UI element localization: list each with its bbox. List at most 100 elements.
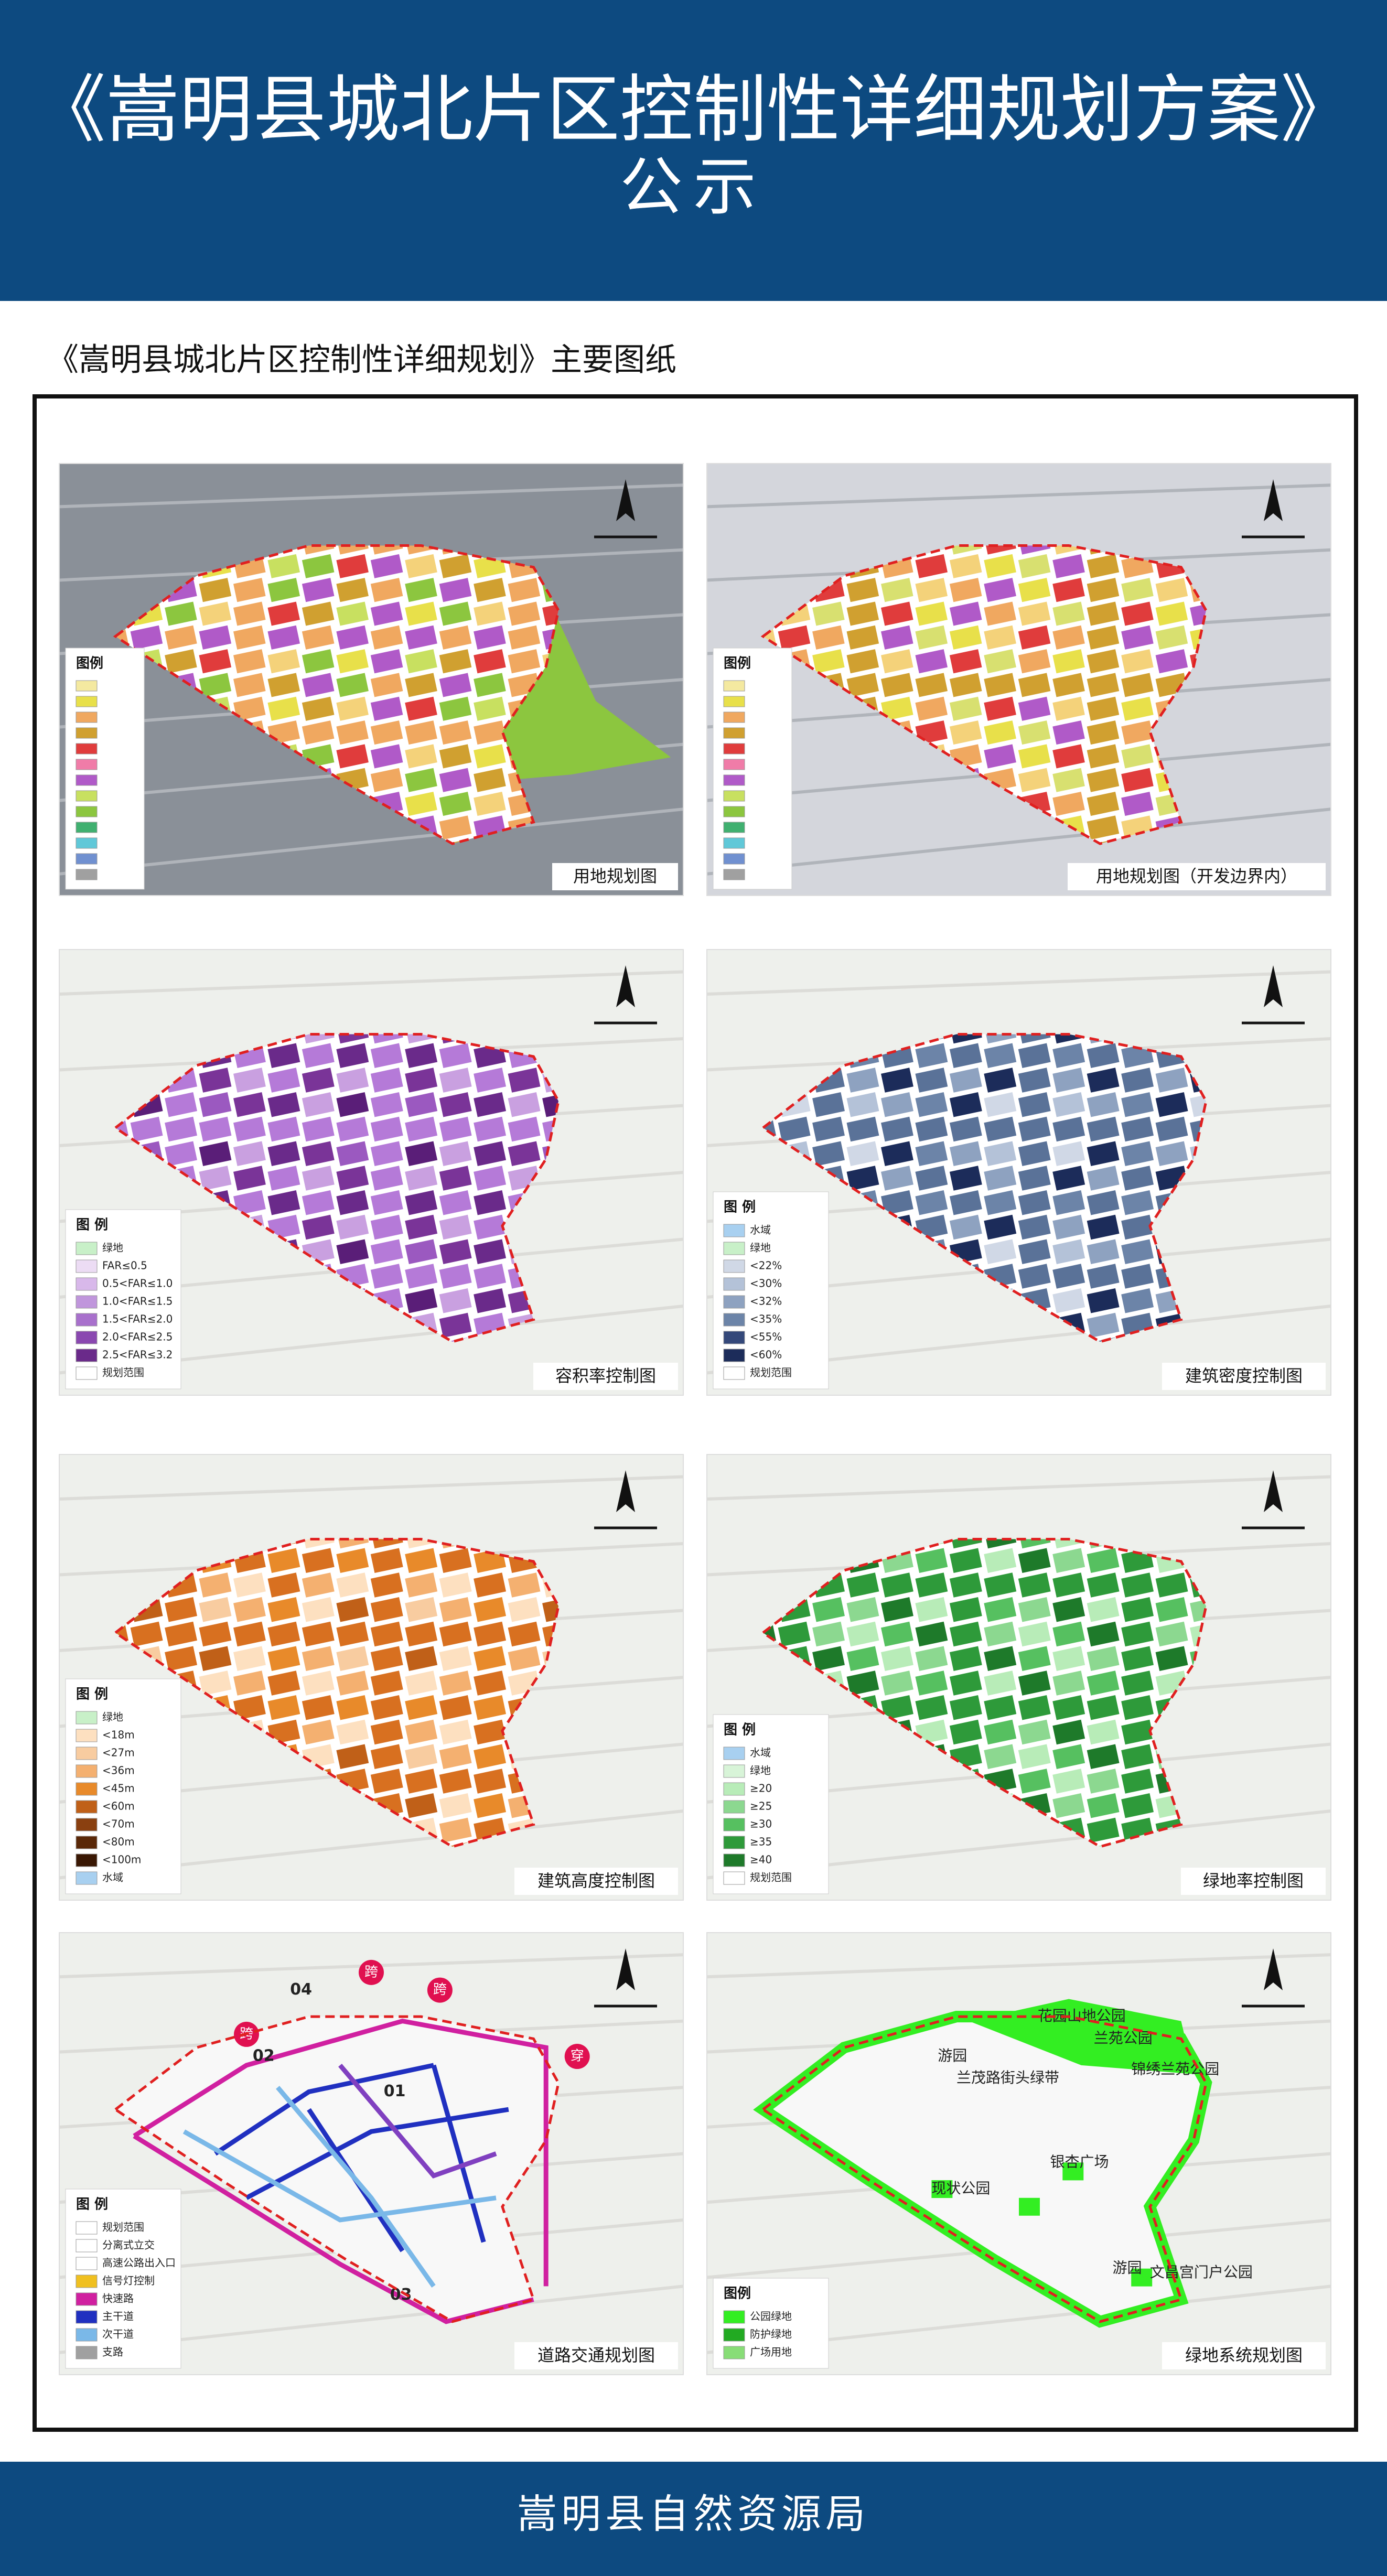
legend-swatch (76, 1764, 98, 1778)
land-block (1052, 1190, 1085, 1215)
land-block (508, 578, 541, 602)
land-block (336, 1092, 369, 1117)
land-block (336, 1043, 369, 1069)
road (214, 2063, 434, 2156)
background-road (706, 1953, 1331, 1979)
north-arrow (616, 1470, 635, 1512)
park-label: 锦绣兰苑公园 (1131, 2060, 1219, 2077)
land-block (915, 1695, 948, 1720)
land-block (846, 1670, 879, 1696)
land-block (984, 1670, 1017, 1696)
land-block (1087, 1239, 1120, 1265)
land-block (812, 1646, 845, 1672)
legend-swatch (76, 1800, 98, 1814)
land-block (1018, 1190, 1051, 1215)
land-block (1121, 1116, 1154, 1142)
land-block (1121, 1695, 1154, 1720)
land-block (233, 1068, 266, 1093)
land-block (405, 1092, 438, 1117)
land-block (302, 1621, 335, 1647)
land-block (405, 1539, 438, 1549)
legend-swatch (76, 2221, 98, 2235)
land-block (370, 1572, 403, 1598)
land-block (915, 649, 948, 674)
legend-swatch (76, 1729, 98, 1742)
land-block (1052, 1116, 1085, 1142)
legend-label: <22% (750, 1259, 782, 1272)
plan-boundary (760, 1033, 1208, 1343)
park-label: 文昌宫门户公园 (1150, 2264, 1253, 2281)
land-block (949, 554, 982, 578)
legend-label: <60m (102, 1800, 135, 1813)
legend-label: <18m (102, 1729, 135, 1741)
land-block (267, 1597, 300, 1622)
land-block (846, 1166, 879, 1191)
park-label: 兰茂路街头绿带 (956, 2069, 1059, 2086)
land-block (474, 601, 506, 626)
land-block (949, 673, 982, 697)
land-block (370, 1548, 403, 1573)
land-block (405, 1769, 438, 1794)
land-block (439, 1719, 472, 1745)
legend-label: 公园绿地 (750, 2310, 792, 2323)
land-block (439, 1695, 472, 1720)
land-block (267, 1166, 300, 1191)
land-block (846, 673, 879, 697)
land-block (336, 1597, 369, 1622)
land-block (405, 1695, 438, 1720)
land-block (846, 1597, 879, 1622)
land-block (1052, 625, 1085, 650)
land-block (336, 625, 369, 650)
land-block (1121, 1214, 1154, 1240)
subtitle: 公示 (620, 151, 767, 224)
land-block (302, 554, 335, 578)
land-block (1052, 696, 1085, 721)
legend-swatch (723, 2328, 745, 2342)
land-block (1018, 649, 1051, 674)
land-block (1052, 554, 1085, 578)
land-block (302, 1068, 335, 1093)
land-block (880, 1166, 913, 1191)
land-block (405, 792, 437, 816)
land-block (336, 1646, 369, 1672)
legend-swatch (76, 680, 98, 692)
land-block (302, 1670, 335, 1696)
land-block (984, 1141, 1017, 1167)
land-block (165, 625, 197, 650)
land-block (474, 649, 506, 674)
land-block (405, 1214, 438, 1240)
land-block (302, 720, 335, 745)
land-block (508, 1572, 541, 1598)
land-block (1018, 1166, 1051, 1191)
legend-label: <45m (102, 1782, 135, 1795)
land-block (302, 1166, 335, 1191)
legend-label: <55% (750, 1331, 782, 1343)
land-block (880, 1670, 913, 1696)
land-block (439, 815, 472, 840)
land-block (949, 1190, 982, 1215)
land-block (130, 625, 163, 650)
land-block (336, 545, 369, 555)
road (133, 2018, 549, 2287)
land-block (267, 1572, 300, 1598)
legend-title: 图 例 (76, 1217, 108, 1233)
land-block (1052, 1141, 1085, 1167)
caption: 绿地率控制图 (1203, 1871, 1304, 1891)
land-block (370, 1597, 403, 1622)
land-block (302, 1141, 335, 1167)
land-block (1052, 1034, 1085, 1044)
land-block (1087, 1817, 1120, 1843)
land-block (1052, 1719, 1085, 1745)
land-block (370, 1092, 403, 1117)
legend-swatch (723, 806, 745, 817)
land-block (880, 1646, 913, 1672)
land-block (1121, 1621, 1154, 1647)
legend-label: ≥25 (750, 1800, 772, 1813)
legend-swatch (723, 853, 745, 865)
land-block (949, 1621, 982, 1647)
legend-title: 图例 (724, 656, 751, 672)
badge-label: 跨 (433, 1982, 447, 1998)
land-block (233, 1597, 266, 1622)
land-block (1087, 1190, 1120, 1215)
